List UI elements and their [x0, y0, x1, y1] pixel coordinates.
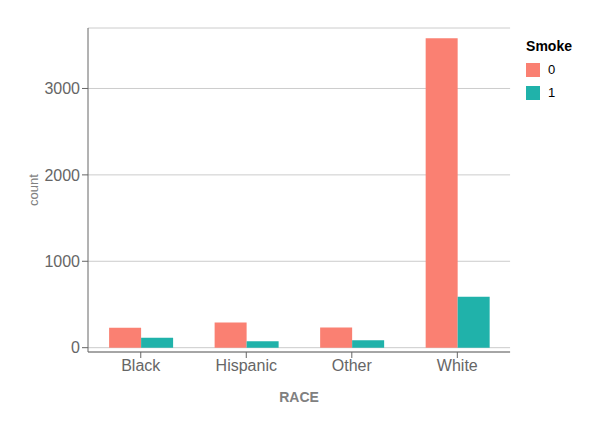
html-text:Smoke: Smoke [526, 38, 572, 54]
svg-text:RACE: RACE [279, 389, 319, 405]
svg-text:White: White [437, 357, 478, 374]
svg-text:0: 0 [71, 339, 80, 356]
svg-text:1000: 1000 [44, 253, 80, 270]
svg-text:Black: Black [121, 357, 161, 374]
html-text:0: 0 [548, 62, 556, 77]
svg-text:3000: 3000 [44, 80, 80, 97]
svg-text:Hispanic: Hispanic [216, 357, 277, 374]
svg-text:Other: Other [332, 357, 373, 374]
html-text:1: 1 [548, 85, 556, 100]
svg-text:count: count [26, 174, 41, 206]
svg-text:2000: 2000 [44, 167, 80, 184]
